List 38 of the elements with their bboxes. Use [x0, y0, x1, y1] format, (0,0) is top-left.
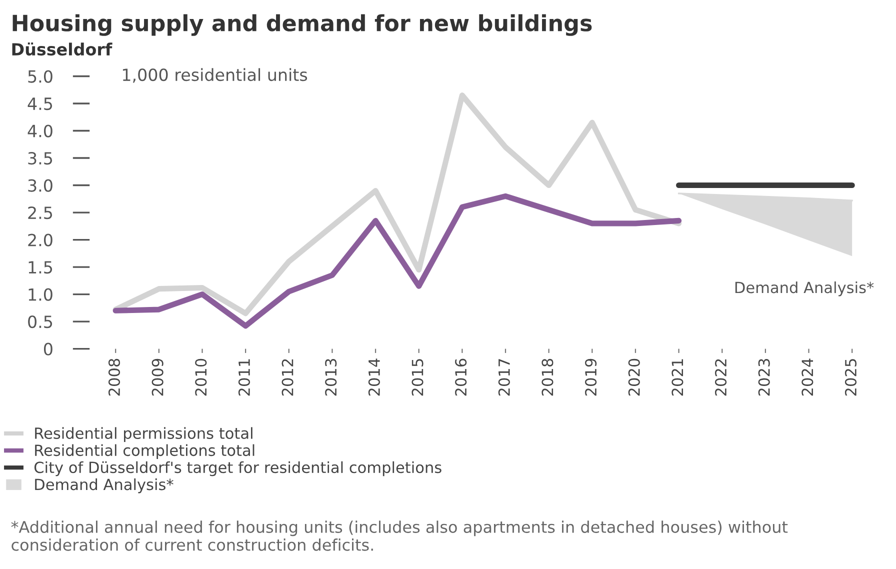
y-tick-label: 0 — [44, 342, 52, 356]
x-tick-label: 2016 — [455, 358, 467, 396]
y-tick-label: 0.5 — [28, 316, 52, 328]
x-tick-label: 2008 — [108, 358, 120, 396]
chart-title: Housing supply and demand for new buildings — [12, 14, 592, 36]
x-tick-label: 2021 — [672, 359, 684, 396]
x-tick-label: 2011 — [238, 359, 250, 396]
x-tick-label: 2018 — [542, 358, 554, 396]
x-tick-label: 2019 — [585, 358, 597, 396]
x-tick-label: 2017 — [498, 359, 510, 396]
y-tick-label: 5.0 — [28, 70, 52, 83]
legend-label: City of Düsseldorf's target for residential completions — [34, 461, 442, 476]
chart-subtitle: Düsseldorf — [12, 42, 112, 56]
y-tick-label: 1.5 — [28, 261, 52, 274]
x-tick-label: 2024 — [802, 358, 814, 396]
x-tick-label: 2013 — [325, 359, 337, 396]
y-tick-label: 2.0 — [28, 234, 52, 246]
x-tick-label: 2015 — [412, 359, 424, 396]
x-tick-label: 2010 — [195, 358, 207, 396]
x-tick-label: 2020 — [628, 358, 640, 396]
x-tick-label: 2014 — [368, 358, 380, 396]
y-axis-title: 1,000 residential units — [122, 68, 308, 83]
y-tick-label: 3.0 — [28, 179, 52, 192]
x-tick-label: 2009 — [152, 358, 164, 396]
y-tick-label: 4.0 — [28, 124, 52, 138]
y-tick-label: 1.0 — [28, 288, 52, 301]
x-tick-label: 2025 — [844, 359, 857, 396]
annotation: Demand Analysis* — [735, 281, 874, 296]
x-tick-label: 2022 — [714, 359, 727, 396]
legend-label: Residential permissions total — [35, 427, 252, 442]
x-tick-label: 2012 — [282, 359, 294, 396]
y-tick-label: 3.5 — [28, 152, 52, 165]
legend-label: Residential completions total — [35, 444, 254, 460]
legend-label: Demand Analysis* — [35, 478, 174, 494]
x-tick-label: 2023 — [758, 359, 770, 396]
y-tick-label: 2.5 — [28, 206, 52, 220]
text: *Additional annual need for housing units (includes also apartments in detached houses) without consideration of current construction deficits. — [11, 520, 788, 551]
y-tick-label: 4.5 — [28, 98, 52, 110]
